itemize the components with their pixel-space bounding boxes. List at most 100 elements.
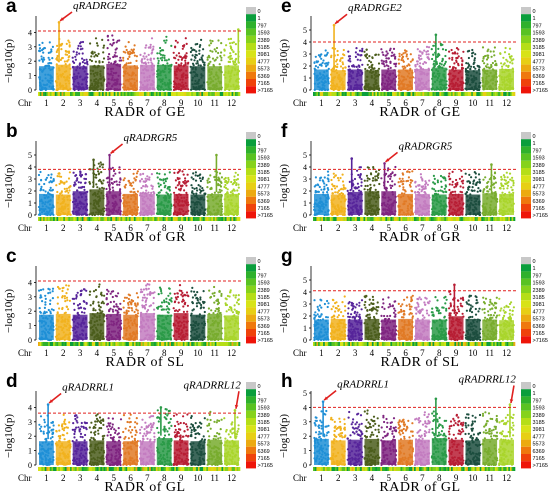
density-cell xyxy=(452,92,455,96)
snp-point xyxy=(95,42,99,45)
snp-point xyxy=(38,183,41,186)
snp-point xyxy=(100,163,103,166)
snp-point xyxy=(314,65,317,68)
snp-band xyxy=(431,194,447,215)
snp-point xyxy=(225,186,228,190)
snp-point xyxy=(168,189,171,192)
density-cell xyxy=(213,217,216,221)
snp-point xyxy=(457,48,460,51)
snp-point xyxy=(199,191,202,194)
snp-point xyxy=(364,184,367,188)
density-cell xyxy=(137,217,140,221)
chr-label-11: 11 xyxy=(485,98,494,108)
density-cell xyxy=(476,92,479,96)
legend-swatch xyxy=(521,86,531,94)
chr-label-7: 7 xyxy=(145,223,150,233)
snp-point xyxy=(198,188,201,191)
snp-point xyxy=(78,62,81,65)
snp-point xyxy=(401,177,404,180)
density-cell xyxy=(218,217,221,221)
snp-point xyxy=(334,187,337,190)
density-cell xyxy=(397,92,400,96)
snp-point xyxy=(101,166,104,169)
density-cell xyxy=(189,92,192,96)
chr-1-points xyxy=(313,170,330,217)
chr-4-points xyxy=(363,166,381,217)
snp-point xyxy=(398,177,401,180)
snp-point xyxy=(313,61,316,64)
snp-point xyxy=(133,44,136,47)
density-cell xyxy=(83,217,86,221)
snp-point xyxy=(101,60,104,64)
snp-point xyxy=(341,173,344,176)
snp-point xyxy=(193,187,196,190)
snp-point xyxy=(462,50,465,53)
snp-band xyxy=(89,65,105,90)
snp-point xyxy=(192,178,195,181)
snp-point xyxy=(393,183,396,186)
snp-point xyxy=(503,51,507,54)
density-cell xyxy=(144,217,147,221)
snp-point xyxy=(109,43,112,46)
snp-point xyxy=(213,48,216,51)
density-cell xyxy=(107,92,109,96)
snp-point xyxy=(402,173,405,176)
density-cell xyxy=(128,217,131,221)
snp-point xyxy=(454,183,457,186)
snp-point xyxy=(199,64,202,67)
snp-point xyxy=(385,172,388,175)
snp-point xyxy=(314,176,317,179)
snp-point xyxy=(234,58,237,62)
density-cell xyxy=(346,92,349,96)
snp-band xyxy=(448,193,464,215)
snp-point xyxy=(469,68,472,71)
density-cell xyxy=(186,217,189,221)
snp-point xyxy=(68,55,71,58)
snp-point xyxy=(118,171,121,174)
density-cell xyxy=(38,92,40,96)
snp-point xyxy=(356,182,359,185)
chr-8-points xyxy=(431,174,448,217)
density-cell xyxy=(197,217,200,221)
legend-label: >7165 xyxy=(258,213,273,219)
density-cell xyxy=(194,217,197,221)
snp-point xyxy=(451,58,454,61)
snp-band xyxy=(140,193,155,215)
snp-point xyxy=(61,181,64,184)
snp-point xyxy=(83,62,87,65)
density-cell xyxy=(182,92,185,96)
legend-label: 1593 xyxy=(533,31,545,37)
gene-label: qRADRGE2 xyxy=(73,0,127,12)
snp-point xyxy=(341,67,345,70)
density-cell xyxy=(58,92,61,96)
density-cell xyxy=(224,92,227,96)
density-cell xyxy=(182,217,185,221)
density-cell xyxy=(117,217,120,221)
snp-point xyxy=(43,182,46,186)
snp-point xyxy=(443,187,446,190)
density-cell xyxy=(214,217,217,221)
density-cell xyxy=(228,92,231,96)
snp-point xyxy=(199,44,202,47)
snp-point xyxy=(327,174,330,177)
snp-point xyxy=(97,170,100,173)
density-cell xyxy=(88,217,91,221)
snp-point xyxy=(321,61,324,64)
snp-point xyxy=(377,53,380,56)
snp-band xyxy=(347,191,363,215)
snp-point xyxy=(426,56,429,59)
snp-point xyxy=(325,183,328,187)
snp-point xyxy=(233,189,236,192)
legend-swatch xyxy=(246,50,256,58)
snp-point xyxy=(67,177,71,180)
snp-point xyxy=(391,180,394,183)
snp-point xyxy=(58,175,61,178)
snp-point xyxy=(369,186,372,189)
density-cell xyxy=(446,92,448,96)
density-cell xyxy=(219,92,222,96)
snp-point xyxy=(369,188,372,191)
density-cell xyxy=(48,92,51,96)
snp-point xyxy=(385,57,388,60)
snp-point xyxy=(489,50,492,53)
